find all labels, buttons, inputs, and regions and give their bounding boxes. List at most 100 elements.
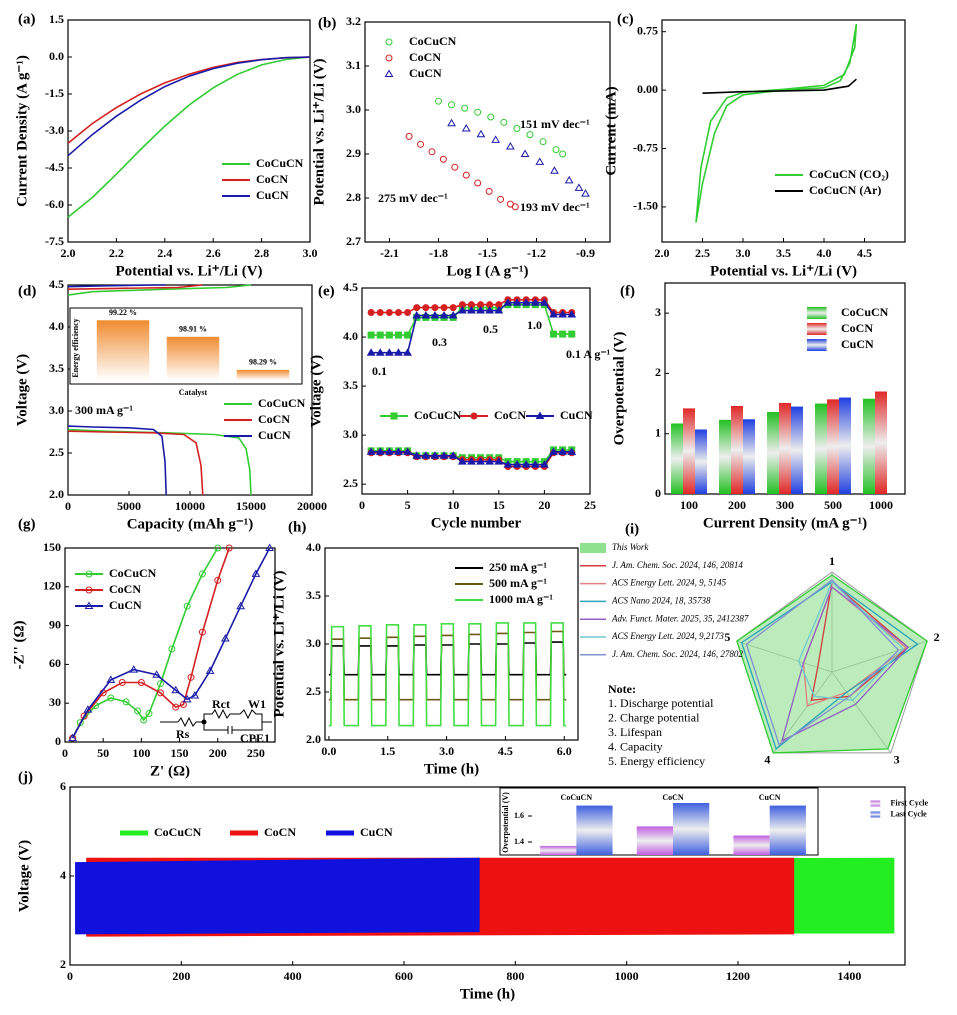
bar (236, 369, 290, 380)
x-tick-label: 15000 (236, 499, 266, 513)
marker (567, 309, 577, 318)
legend-label: CuCN (258, 428, 291, 442)
marker (521, 298, 531, 306)
y-tick-label: 90 (49, 617, 61, 631)
panel-label: (c) (617, 11, 634, 27)
marker (384, 447, 394, 455)
marker (265, 543, 275, 551)
x-tick-label: 150 (171, 746, 189, 760)
marker (137, 679, 145, 687)
legend-label: CuCN (256, 188, 289, 202)
legend-label: CoCN (258, 412, 290, 426)
x-tick-label: 15 (493, 498, 505, 512)
marker (550, 166, 559, 174)
x-tick-label: 2.0 (655, 246, 670, 260)
bar (540, 845, 577, 855)
category-label: 500 (824, 498, 842, 512)
series-line (67, 284, 204, 496)
bar (767, 412, 779, 494)
node (201, 719, 207, 725)
x-tick-label: 20 (538, 498, 550, 512)
panel-label: (i) (625, 521, 639, 537)
legend-label: CuCN (841, 337, 874, 351)
marker (118, 679, 126, 687)
legend-label: CoCuCN (258, 396, 306, 410)
marker (106, 675, 116, 683)
bar (671, 423, 683, 494)
marker (152, 670, 162, 678)
marker (512, 460, 522, 468)
bar (815, 403, 827, 494)
marker (474, 179, 482, 187)
marker (421, 310, 431, 319)
x-tick-label: 3.0 (736, 246, 751, 260)
x-tick-label: 100 (132, 746, 150, 760)
marker (385, 38, 393, 46)
marker (367, 309, 375, 317)
annotation: Rct (212, 697, 230, 711)
legend-label: ACS Nano 2024, 18, 35738 (611, 595, 711, 605)
x-tick-label: 1000 (615, 969, 639, 983)
marker (530, 298, 540, 306)
bar (743, 419, 755, 494)
marker (394, 348, 403, 356)
radar-axis-label: 4 (764, 753, 770, 767)
marker (171, 685, 181, 694)
legend-label: CoCN (494, 408, 526, 422)
marker (530, 460, 540, 468)
marker (385, 54, 393, 62)
marker (85, 586, 93, 594)
marker (535, 411, 545, 419)
note-item: 3. Lifespan (608, 725, 662, 739)
legend-label: CuCN (360, 825, 393, 839)
y-tick-label: 3.5 (343, 378, 358, 392)
circuit-sketch (160, 708, 272, 734)
x-tick-label: 50 (97, 746, 109, 760)
x-tick-label: 0 (62, 746, 68, 760)
marker (435, 97, 442, 105)
series-line (71, 547, 271, 739)
annotation: 151 mV dec⁻¹ (520, 117, 590, 131)
marker (540, 298, 549, 306)
y-tick-label: 0 (655, 486, 661, 500)
legend-label: CoCuCN (841, 305, 889, 319)
note-title: Note: (608, 682, 636, 696)
panel-label: (j) (18, 769, 33, 785)
y-tick-label: 1.6 (514, 811, 524, 820)
y-tick-label: 2.0 (306, 732, 321, 746)
marker (376, 331, 384, 339)
cpe (203, 722, 229, 734)
x-tick-label: 200 (172, 969, 190, 983)
x-tick-label: 6.0 (557, 744, 572, 758)
y-tick-label: 2 (655, 365, 661, 379)
marker (183, 602, 191, 610)
category-label: CuCN (759, 793, 781, 802)
x-tick-label: 200 (209, 746, 227, 760)
marker (550, 330, 558, 338)
warburg (239, 709, 263, 722)
marker (559, 150, 567, 158)
bar (673, 803, 710, 855)
legend-label: Last Cycle (891, 809, 928, 818)
y-tick-label: 4 (60, 868, 66, 882)
legend-label: ACS Energy Lett. 2024, 9, 5145 (611, 578, 727, 588)
series-line (67, 56, 311, 218)
y-tick-label: 0.0 (49, 49, 64, 63)
marker (403, 447, 412, 455)
marker (385, 309, 393, 317)
bar (827, 399, 839, 494)
x-tick-label: 1.5 (380, 744, 395, 758)
legend-label: CuCN (560, 408, 593, 422)
x-tick-label: 0 (67, 969, 73, 983)
y-tick-label: 0.75 (637, 23, 658, 37)
marker (485, 187, 493, 195)
legend-label: This Work (612, 542, 649, 552)
marker (375, 348, 385, 356)
marker (225, 544, 233, 552)
marker (558, 309, 568, 318)
bar (769, 805, 806, 855)
marker (80, 712, 88, 720)
bar (636, 826, 673, 855)
y-tick-label: 3 (655, 305, 661, 319)
marker (198, 628, 206, 636)
